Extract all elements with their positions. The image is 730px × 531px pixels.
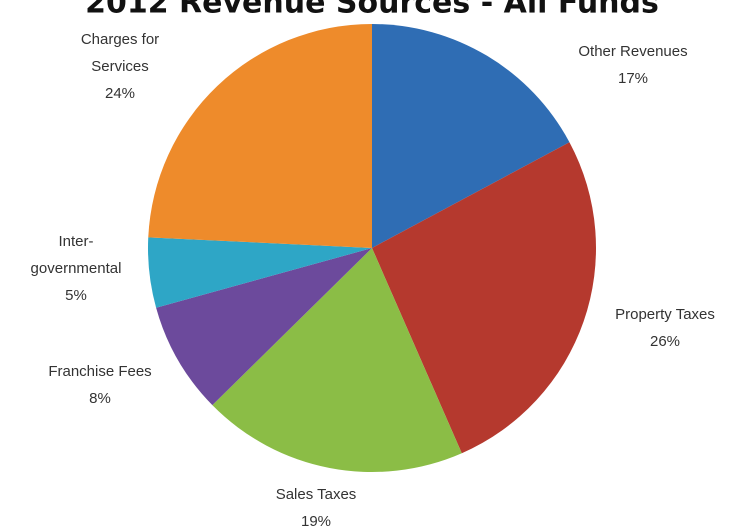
slice-label: Charges for Services [81, 31, 159, 75]
slice-value-label: 24% [105, 85, 135, 102]
pie-slice [212, 248, 462, 472]
pie-slice [148, 24, 372, 248]
chart-title: 2012 Revenue Sources - All Funds [85, 0, 659, 21]
slice-value-label: 5% [65, 287, 87, 304]
slice-label: Franchise Fees [48, 363, 151, 380]
pie-slice [148, 237, 372, 308]
slice-label: Inter-governmental [31, 233, 122, 277]
slice-value-label: 26% [650, 333, 680, 350]
slice-value-label: 19% [301, 513, 331, 530]
slice-label: Property Taxes [615, 306, 715, 323]
slice-value-label: 8% [89, 390, 111, 407]
pie-slice [372, 142, 596, 454]
pie-slice [156, 248, 372, 406]
pie-slice [372, 24, 570, 248]
slice-label: Sales Taxes [276, 486, 357, 503]
slice-label: Other Revenues [578, 43, 687, 60]
slice-value-label: 17% [618, 70, 648, 87]
